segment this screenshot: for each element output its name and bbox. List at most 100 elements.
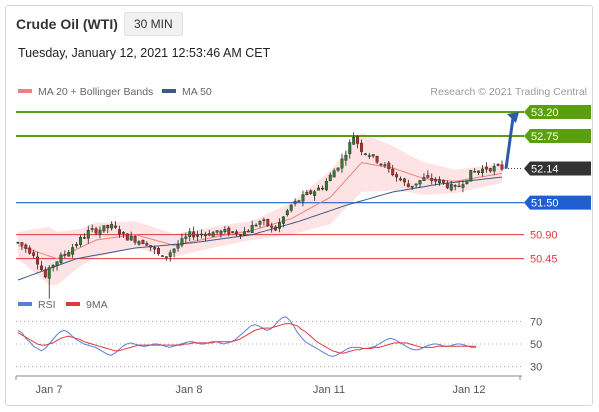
- candle-body: [231, 231, 235, 233]
- candle-body: [90, 228, 94, 230]
- candle: [457, 181, 461, 188]
- candle: [352, 132, 356, 145]
- candle-body: [199, 233, 203, 236]
- candle-body: [168, 252, 172, 257]
- candle-body: [219, 230, 223, 234]
- candle: [172, 248, 176, 258]
- candle: [20, 242, 24, 250]
- candle: [39, 260, 43, 271]
- candle-body: [500, 164, 504, 170]
- candle-body: [383, 164, 387, 166]
- candle-body: [125, 233, 129, 241]
- candle: [336, 167, 340, 172]
- candle: [449, 180, 453, 192]
- candle-body: [289, 204, 293, 211]
- candle-body: [43, 269, 47, 278]
- candle: [477, 170, 481, 176]
- candle: [281, 216, 285, 228]
- candle-body: [67, 252, 71, 257]
- candle-body: [317, 187, 321, 191]
- candle: [246, 229, 250, 233]
- candle: [488, 167, 492, 173]
- candle-body: [227, 227, 231, 235]
- candle: [278, 218, 281, 233]
- candle: [149, 245, 153, 252]
- candle-body: [418, 180, 422, 185]
- candle: [102, 225, 106, 233]
- candle-body: [114, 225, 118, 228]
- candle-body: [324, 180, 328, 191]
- candle: [168, 249, 172, 262]
- candle-body: [281, 216, 285, 224]
- candle: [438, 176, 442, 186]
- candle: [481, 165, 484, 177]
- level-tag-52.75: [524, 129, 591, 143]
- candle-body: [223, 229, 227, 233]
- candle: [67, 250, 71, 257]
- candle-body: [192, 231, 196, 238]
- rsi-ma-line: [17, 323, 476, 354]
- timeframe-badge[interactable]: 30 MIN: [124, 12, 183, 36]
- instrument-title: Crude Oil (WTI): [16, 16, 118, 32]
- x-tick-label: Jan 8: [176, 384, 203, 396]
- candle-body: [118, 229, 121, 235]
- candle: [164, 256, 168, 261]
- candle: [75, 241, 79, 249]
- candle-body: [469, 169, 473, 182]
- candle: [332, 168, 336, 178]
- level-label-51.50: 51.50: [531, 198, 559, 210]
- candle: [410, 185, 414, 190]
- candle: [453, 184, 457, 191]
- candle-body: [172, 248, 176, 253]
- candle-body: [160, 255, 164, 257]
- candle: [203, 231, 207, 242]
- candle-body: [145, 243, 149, 246]
- candle-body: [32, 252, 36, 256]
- level-label-52.14: 52.14: [531, 164, 559, 176]
- candle-body: [445, 182, 449, 189]
- candle: [496, 163, 500, 167]
- candle-body: [402, 178, 406, 183]
- candle: [36, 251, 39, 270]
- candle-body: [16, 242, 20, 244]
- candle-body: [164, 256, 168, 258]
- candle: [270, 222, 274, 233]
- candle-body: [395, 174, 399, 178]
- candle: [402, 177, 406, 186]
- candle: [90, 224, 94, 233]
- candle: [387, 161, 391, 173]
- candle-body: [203, 233, 207, 237]
- forecast-arrow-head: [507, 112, 519, 123]
- level-tag-53.20: [524, 105, 591, 119]
- candle: [43, 266, 47, 279]
- ma50-line: [17, 176, 503, 281]
- candle-body: [137, 241, 141, 245]
- candle: [129, 231, 133, 241]
- rsi-line: [17, 316, 476, 358]
- candle-body: [184, 236, 188, 239]
- candle-body: [426, 175, 430, 178]
- candle-body: [121, 232, 125, 234]
- candle: [110, 221, 114, 231]
- candle-body: [129, 236, 133, 241]
- candle: [192, 226, 196, 241]
- candle-body: [258, 221, 262, 225]
- bollinger-band: [18, 133, 502, 286]
- candle: [59, 252, 63, 265]
- candle: [153, 245, 157, 255]
- rsi-tick-30: 30: [530, 362, 542, 374]
- candle-body: [39, 265, 43, 270]
- candle: [484, 162, 488, 173]
- candle-body: [94, 228, 98, 234]
- candle-body: [98, 229, 102, 235]
- candle-body: [239, 234, 242, 236]
- candle-body: [340, 158, 344, 169]
- candle: [301, 190, 305, 207]
- candle: [430, 173, 434, 185]
- candle: [262, 217, 266, 226]
- candle: [348, 139, 352, 159]
- candle-body: [441, 179, 445, 183]
- level-tag-52.14: [524, 161, 591, 176]
- candle: [434, 177, 438, 186]
